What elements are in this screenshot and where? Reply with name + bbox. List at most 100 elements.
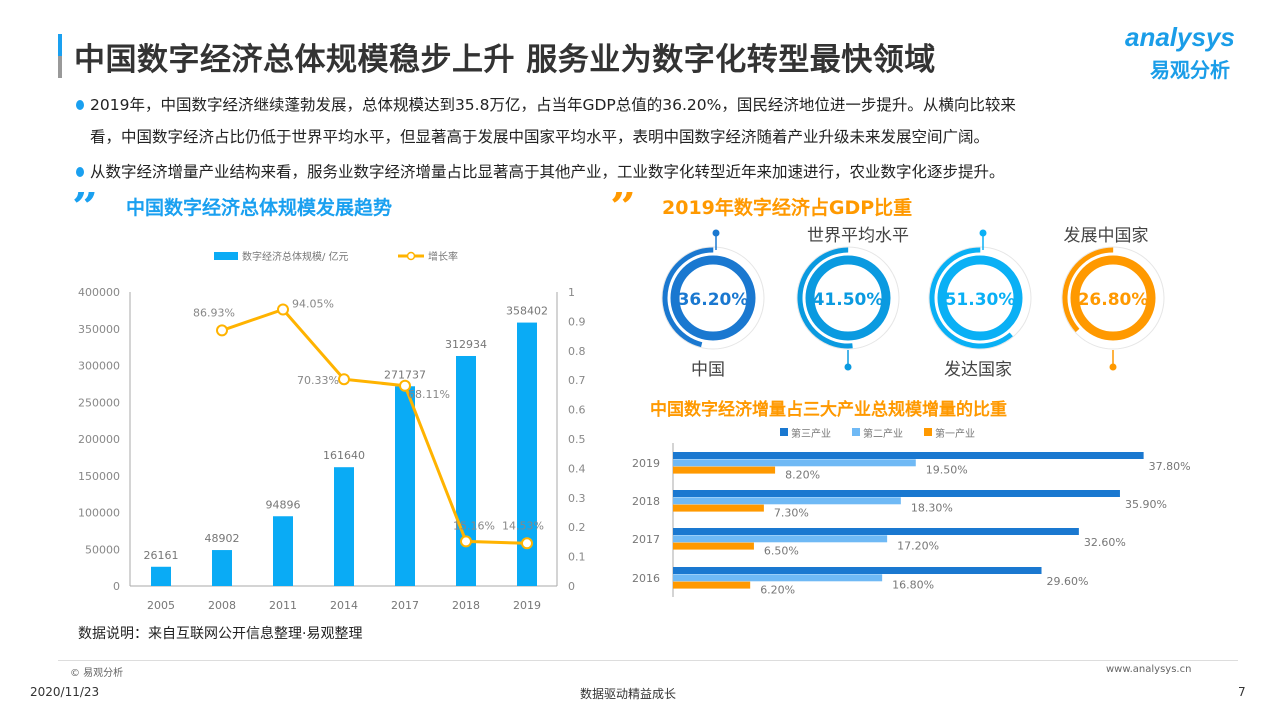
growth-line bbox=[221, 307, 528, 545]
bar bbox=[334, 467, 354, 586]
y2-tick-label: 0.5 bbox=[568, 433, 586, 446]
y2-tick-label: 0.7 bbox=[568, 374, 586, 387]
donut-value-arc bbox=[929, 247, 1031, 349]
growth-label: 15.16% bbox=[453, 519, 495, 532]
y-tick-label: 150000 bbox=[78, 470, 120, 483]
bar bbox=[212, 550, 232, 586]
bar bbox=[273, 516, 293, 586]
bar-value-label: 161640 bbox=[323, 449, 365, 462]
bar-value-label: 6.20% bbox=[760, 584, 795, 597]
bullet-2: 从数字经济增量产业结构来看，服务业数字经济增量占比显著高于其他产业，工业数字化转… bbox=[76, 157, 1005, 187]
y-tick-label: 400000 bbox=[78, 286, 120, 299]
donut-category-label: 发展中国家 bbox=[1064, 226, 1149, 246]
donut-pin-dot bbox=[979, 229, 987, 237]
legend-swatch-point bbox=[406, 251, 416, 261]
bar-value-label: 94896 bbox=[266, 498, 301, 511]
page-title: 中国数字经济总体规模稳步上升 服务业为数字化转型最快领域 bbox=[74, 42, 936, 78]
growth-point bbox=[521, 537, 533, 550]
footer-url[interactable]: www.analysys.cn bbox=[1106, 664, 1192, 675]
growth-point bbox=[277, 303, 289, 316]
bar bbox=[151, 566, 171, 586]
bar bbox=[673, 497, 901, 505]
bar bbox=[456, 355, 476, 586]
gdp-share-donuts: 36.20% 中国 41.50% 世界平均水平 51.30% 发达国家 26.80% 发展中国… bbox=[661, 226, 1165, 380]
bar bbox=[673, 459, 916, 467]
y2-tick-label: 0.6 bbox=[568, 404, 586, 417]
bar-value-label: 48902 bbox=[205, 532, 240, 545]
y2-tick-label: 0.1 bbox=[568, 551, 586, 564]
growth-label: 70.33% bbox=[297, 374, 339, 387]
footer-date: 2020/11/23 bbox=[30, 685, 100, 699]
donut-category-label: 发达国家 bbox=[944, 360, 1012, 380]
bar-value-label: 29.60% bbox=[1047, 575, 1089, 588]
bar-value-label: 32.60% bbox=[1084, 536, 1126, 549]
growth-chart: 0 50000 100000 150000 200000 250000 300000 3500… bbox=[78, 250, 586, 612]
growth-point bbox=[338, 373, 350, 386]
donut-outer-track bbox=[661, 246, 765, 350]
legend-label: 增长率 bbox=[428, 250, 458, 263]
donut-pin-dot bbox=[712, 229, 720, 237]
bar-value-label: 271737 bbox=[384, 368, 426, 381]
legend-label: 第二产业 bbox=[863, 427, 903, 440]
donut-outer-track bbox=[928, 246, 1032, 350]
donut-pin-dot bbox=[1109, 363, 1117, 371]
y2-tick-label: 0.9 bbox=[568, 315, 586, 328]
bar-value-label: 6.50% bbox=[764, 545, 799, 558]
bar bbox=[673, 581, 751, 589]
y-tick-label: 2018 bbox=[632, 495, 660, 508]
x-tick-label: 2008 bbox=[208, 599, 236, 612]
growth-label: 94.05% bbox=[292, 297, 334, 310]
donut-pin-dot bbox=[844, 363, 852, 371]
donut-category-label: 世界平均水平 bbox=[807, 226, 909, 246]
page-number: 7 bbox=[1238, 685, 1246, 699]
source-note: 数据说明：来自互联网公开信息整理·易观整理 bbox=[78, 626, 363, 642]
donut-outer-track bbox=[796, 246, 900, 350]
y2-tick-label: 1 bbox=[568, 286, 575, 299]
y-tick-label: 200000 bbox=[78, 433, 120, 446]
legend-label: 数字经济总体规模/ 亿元 bbox=[242, 250, 349, 263]
bar bbox=[673, 535, 888, 543]
logo-cn: 易观分析 bbox=[1150, 58, 1230, 82]
bullet-dot-icon bbox=[76, 100, 84, 110]
growth-point bbox=[460, 535, 472, 548]
bar-value-label: 18.30% bbox=[911, 501, 953, 514]
bullet-dot-icon bbox=[76, 167, 84, 177]
legend-swatch bbox=[780, 428, 788, 436]
bar bbox=[673, 504, 764, 512]
legend-label: 第三产业 bbox=[791, 427, 831, 440]
footer-slogan: 数据驱动精益成长 bbox=[580, 687, 677, 701]
y-tick-label: 2016 bbox=[632, 572, 660, 585]
donut-value-arc bbox=[1062, 247, 1164, 349]
donut-category-label: 中国 bbox=[691, 360, 725, 380]
x-tick-label: 2018 bbox=[452, 599, 480, 612]
bullet-1: 2019年，中国数字经济继续蓬勃发展，总体规模达到35.8万亿，占当年GDP总值… bbox=[76, 90, 1016, 120]
bar-value-label: 8.20% bbox=[785, 469, 820, 482]
bar-value-label: 16.80% bbox=[892, 578, 934, 591]
y-tick-label: 100000 bbox=[78, 507, 120, 520]
growth-point bbox=[216, 324, 228, 337]
quote-icon: ” bbox=[610, 192, 636, 216]
bar-value-label: 358402 bbox=[506, 305, 548, 318]
legend-swatch bbox=[852, 428, 860, 436]
title-accent-bar bbox=[58, 34, 62, 78]
bullet-1-cont: 看，中国数字经济占比仍低于世界平均水平，但显著高于发展中国家平均水平，表明中国数… bbox=[90, 128, 990, 146]
growth-label: 14.53% bbox=[502, 519, 544, 532]
bar-value-label: 37.80% bbox=[1149, 460, 1191, 473]
donut-value-label: 36.20% bbox=[678, 290, 749, 310]
y-tick-label: 2019 bbox=[632, 457, 660, 470]
section-title-right: 2019年数字经济占GDP比重 bbox=[662, 197, 913, 219]
bar bbox=[673, 574, 883, 582]
x-tick-label: 2014 bbox=[330, 599, 358, 612]
bar bbox=[673, 567, 1042, 574]
growth-point bbox=[399, 379, 411, 392]
donut-ring bbox=[1070, 255, 1156, 341]
y2-tick-label: 0.4 bbox=[568, 462, 586, 475]
bar-value-label: 17.20% bbox=[897, 539, 939, 552]
footer-divider bbox=[58, 660, 1238, 661]
bar-value-label: 7.30% bbox=[774, 507, 809, 520]
donut-value-label: 26.80% bbox=[1078, 290, 1149, 310]
donut-value-label: 41.50% bbox=[813, 290, 884, 310]
y-tick-label: 350000 bbox=[78, 323, 120, 336]
x-tick-label: 2019 bbox=[513, 599, 541, 612]
